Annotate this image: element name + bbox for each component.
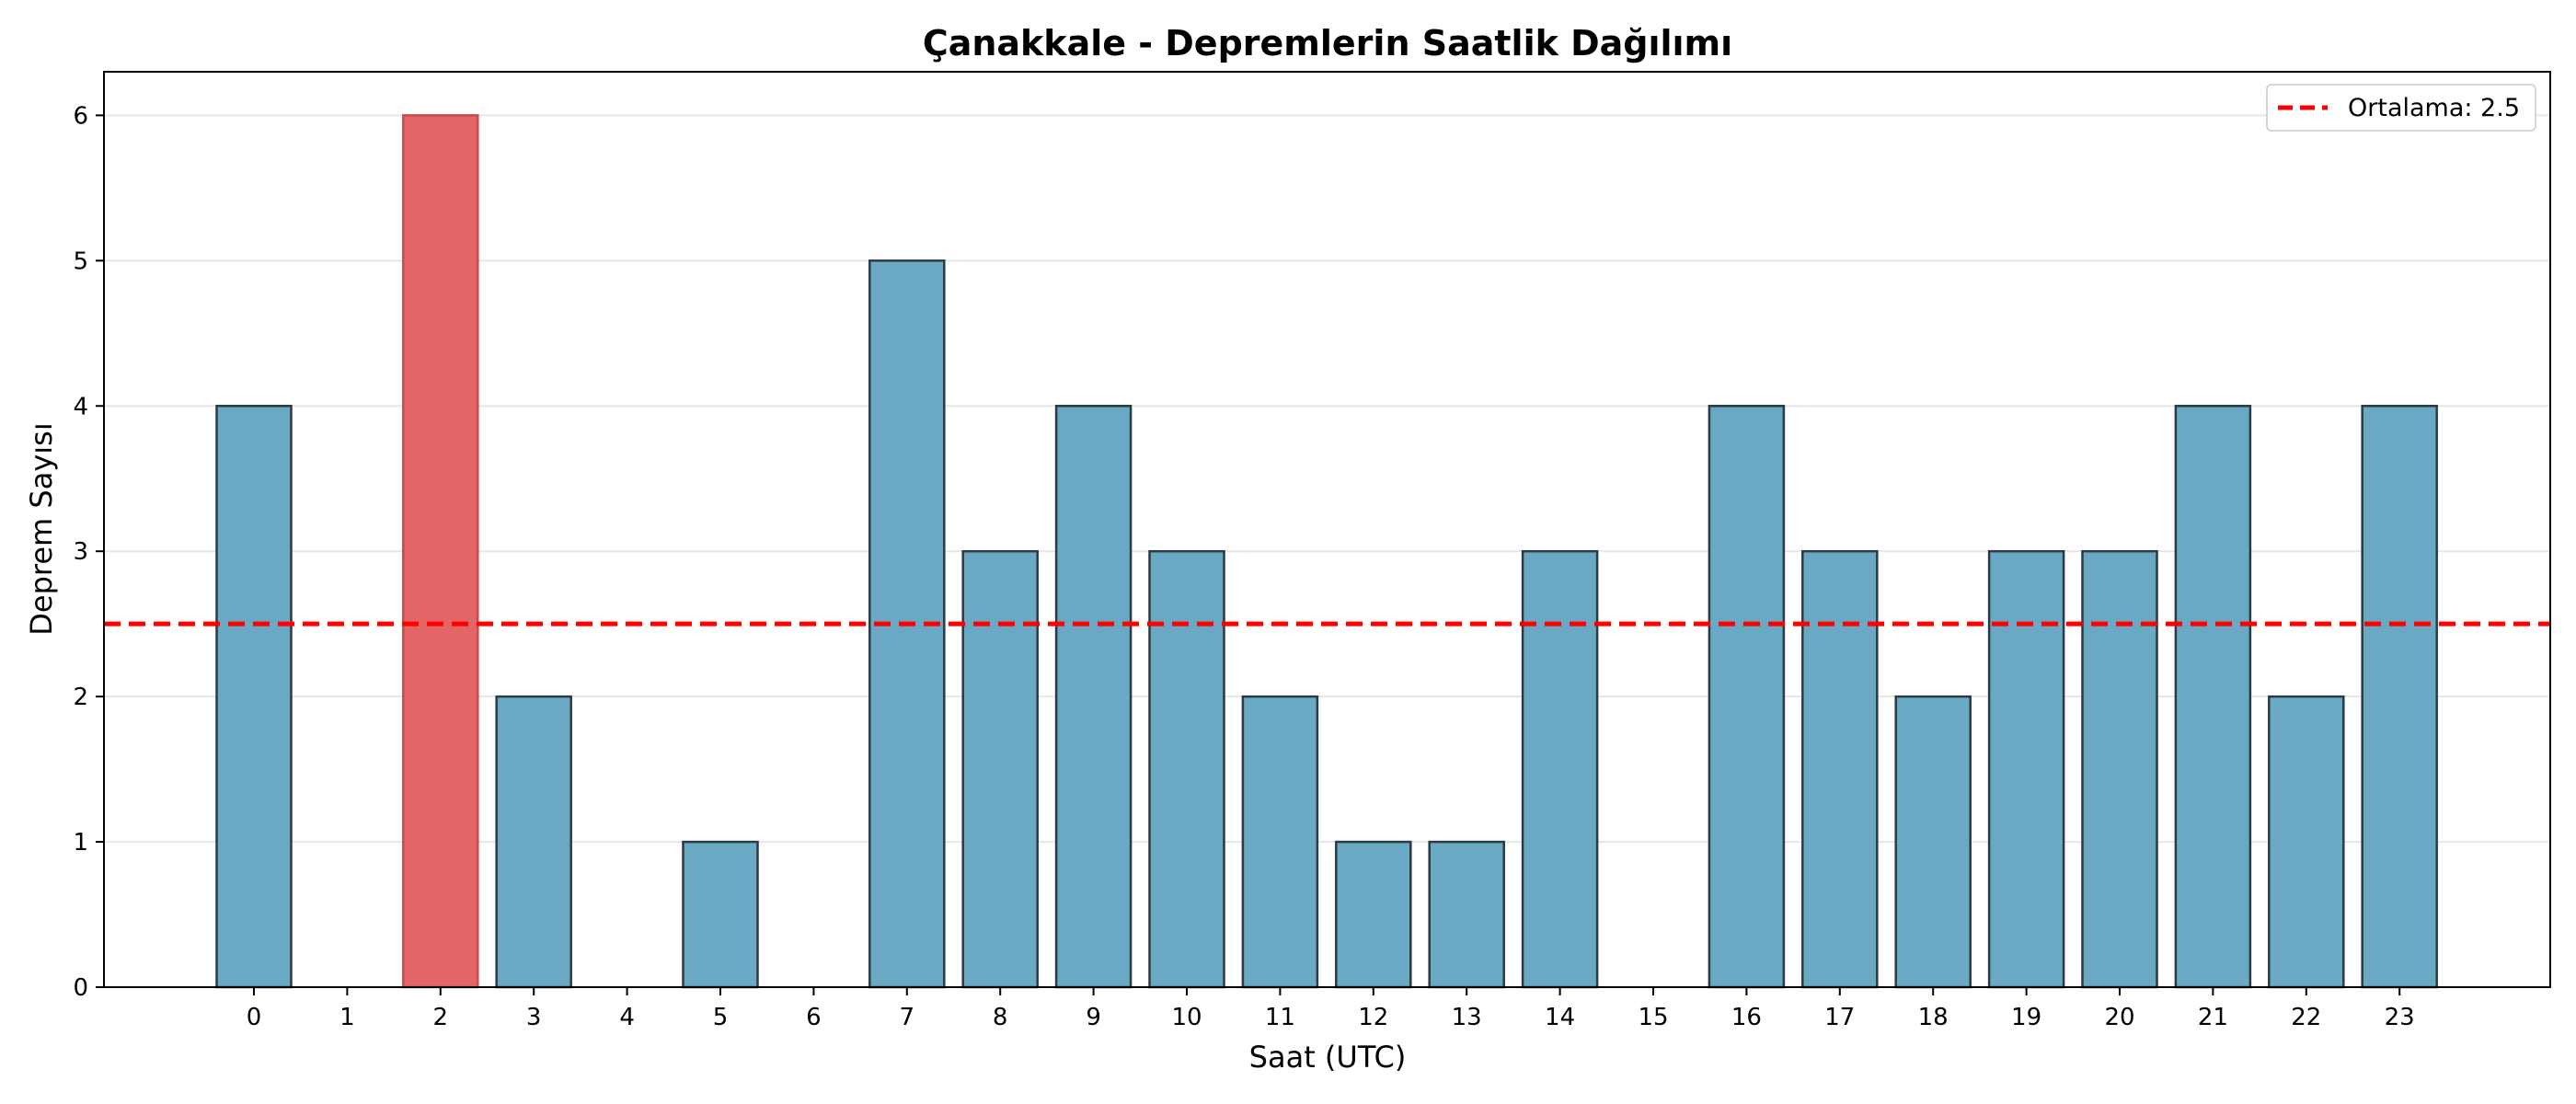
bar-hour-5 bbox=[682, 840, 759, 989]
bar-hour-8 bbox=[961, 549, 1039, 989]
bar-hour-10 bbox=[1148, 549, 1225, 989]
bar-hour-11 bbox=[1241, 695, 1319, 989]
x-tick-label: 8 bbox=[993, 1004, 1008, 1031]
bar-hour-3 bbox=[495, 695, 572, 989]
x-tick-label: 14 bbox=[1545, 1004, 1575, 1031]
y-tick-label: 2 bbox=[73, 684, 88, 711]
x-tick-label: 13 bbox=[1452, 1004, 1482, 1031]
y-tick-label: 5 bbox=[73, 247, 88, 275]
y-tick-label: 0 bbox=[73, 974, 88, 1002]
bar-hour-20 bbox=[2081, 549, 2158, 989]
x-tick-label: 12 bbox=[1358, 1004, 1388, 1031]
y-tick-label: 3 bbox=[73, 538, 88, 566]
x-tick-label: 7 bbox=[900, 1004, 915, 1031]
x-tick-label: 10 bbox=[1171, 1004, 1202, 1031]
bar-hour-21 bbox=[2174, 405, 2252, 989]
x-tick-label: 3 bbox=[526, 1004, 542, 1031]
x-tick-label: 17 bbox=[1824, 1004, 1855, 1031]
chart-title: Çanakkale - Depremlerin Saatlik Dağılımı bbox=[923, 23, 1732, 63]
x-tick-label: 1 bbox=[339, 1004, 355, 1031]
x-tick-label: 23 bbox=[2385, 1004, 2415, 1031]
bar-hour-23 bbox=[2361, 405, 2438, 989]
bar-hour-14 bbox=[1521, 549, 1599, 989]
bar-hour-18 bbox=[1894, 695, 1972, 989]
x-tick-label: 5 bbox=[713, 1004, 729, 1031]
y-ticks: 0 1 2 3 4 5 6 bbox=[73, 102, 104, 1002]
x-ticks: 0 1 2 3 4 5 6 7 8 9 10 11 12 13 14 15 16 17 18 19 20 21 22 23 bbox=[247, 987, 2415, 1031]
y-axis-label: Deprem Sayısı bbox=[24, 422, 59, 635]
x-tick-label: 4 bbox=[619, 1004, 635, 1031]
x-tick-label: 18 bbox=[1918, 1004, 1949, 1031]
x-tick-label: 9 bbox=[1086, 1004, 1101, 1031]
x-tick-label: 2 bbox=[433, 1004, 449, 1031]
y-tick-label: 1 bbox=[73, 829, 88, 857]
bar-hour-19 bbox=[1987, 549, 2065, 989]
legend-mean-label: Ortalama: 2.5 bbox=[2348, 94, 2520, 122]
x-tick-label: 16 bbox=[1731, 1004, 1762, 1031]
bar-hour-13 bbox=[1428, 840, 1505, 989]
x-tick-label: 20 bbox=[2104, 1004, 2134, 1031]
bar-hour-16 bbox=[1708, 405, 1786, 989]
bar-hour-9 bbox=[1054, 405, 1133, 989]
legend: Ortalama: 2.5 bbox=[2266, 84, 2536, 132]
x-tick-label: 6 bbox=[806, 1004, 822, 1031]
y-tick-label: 6 bbox=[73, 102, 88, 130]
x-tick-label: 19 bbox=[2011, 1004, 2041, 1031]
bar-hour-2 bbox=[402, 114, 479, 989]
x-axis-label: Saat (UTC) bbox=[1249, 1040, 1407, 1075]
bar-hour-22 bbox=[2268, 695, 2345, 989]
x-tick-label: 0 bbox=[247, 1004, 262, 1031]
legend-box bbox=[2266, 84, 2536, 132]
plot-frame bbox=[103, 71, 2551, 988]
x-tick-label: 22 bbox=[2291, 1004, 2321, 1031]
x-tick-label: 15 bbox=[1638, 1004, 1668, 1031]
y-tick-label: 4 bbox=[73, 393, 88, 420]
bar-hour-0 bbox=[215, 405, 293, 989]
x-tick-label: 21 bbox=[2198, 1004, 2228, 1031]
bar-hour-12 bbox=[1335, 840, 1412, 989]
x-tick-label: 11 bbox=[1265, 1004, 1295, 1031]
bar-hour-17 bbox=[1801, 549, 1879, 989]
